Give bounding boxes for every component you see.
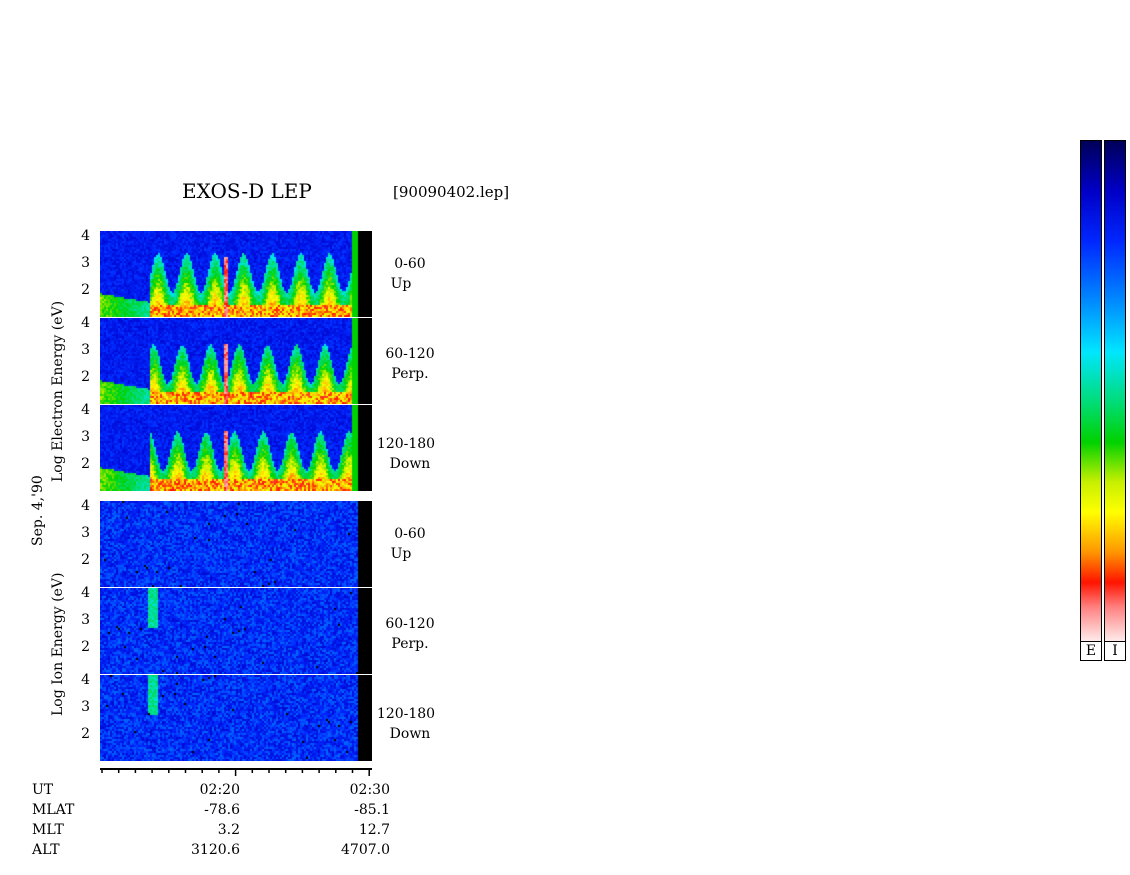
y-tick-label: 4 xyxy=(81,498,90,514)
ephemeris-name-mlt: MLT xyxy=(32,822,64,838)
ephemeris-value: 02:20 xyxy=(199,782,240,798)
y-tick-label: 4 xyxy=(81,585,90,601)
y-tick-label: 2 xyxy=(81,369,90,385)
ephemeris-name-ut: UT xyxy=(32,782,54,798)
ephemeris-value: 3120.6 xyxy=(191,842,240,858)
y-tick-label: 2 xyxy=(81,456,90,472)
panel-ion-perp xyxy=(100,588,372,674)
panel-dir-label: Down xyxy=(389,456,431,472)
y-tick-label: 3 xyxy=(81,342,90,358)
panel-ion-up xyxy=(100,501,372,587)
y-tick-label: 2 xyxy=(81,726,90,742)
colorbar-electron xyxy=(1080,140,1102,644)
ephemeris-value: 02:30 xyxy=(349,782,390,798)
panel-electron-up xyxy=(100,231,372,317)
panel-dir-label: Perp. xyxy=(391,636,429,652)
y-tick-label: 4 xyxy=(81,402,90,418)
panel-dir-label: Down xyxy=(389,726,431,742)
ephemeris-name-mlat: MLAT xyxy=(32,802,75,818)
colorbar-label-e: E xyxy=(1080,641,1102,661)
panel-range-label: 120-180 xyxy=(376,706,436,722)
y-tick-label: 3 xyxy=(81,429,90,445)
ephemeris-name-alt: ALT xyxy=(32,842,60,858)
panel-range-label: 0-60 xyxy=(394,256,426,272)
y-tick-label: 3 xyxy=(81,612,90,628)
panel-range-label: 0-60 xyxy=(394,526,426,542)
y-tick-label: 2 xyxy=(81,639,90,655)
panel-dir-label: Up xyxy=(390,276,412,292)
colorbar-ion xyxy=(1104,140,1126,644)
y-tick-label: 3 xyxy=(81,699,90,715)
y-tick-label: 4 xyxy=(81,315,90,331)
ephemeris-value: 3.2 xyxy=(217,822,240,838)
ephemeris-value: -85.1 xyxy=(354,802,390,818)
ephemeris-value: 4707.0 xyxy=(341,842,390,858)
ephemeris-value: 12.7 xyxy=(358,822,390,838)
panel-range-label: 60-120 xyxy=(385,616,435,632)
colorbar-label-i: I xyxy=(1104,641,1126,661)
file-name: [90090402.lep] xyxy=(393,183,510,201)
y-tick-label: 3 xyxy=(81,255,90,271)
panel-ion-down xyxy=(100,675,372,761)
panel-range-label: 120-180 xyxy=(376,436,436,452)
y-tick-label: 2 xyxy=(81,552,90,568)
y-tick-label: 2 xyxy=(81,282,90,298)
y-tick-label: 3 xyxy=(81,525,90,541)
ephemeris-value: -78.6 xyxy=(204,802,240,818)
panel-range-label: 60-120 xyxy=(385,346,435,362)
panel-electron-perp xyxy=(100,318,372,404)
panel-electron-down xyxy=(100,405,372,491)
panel-dir-label: Up xyxy=(390,546,412,562)
chart-title: EXOS-D LEP xyxy=(182,179,312,203)
panel-dir-label: Perp. xyxy=(391,366,429,382)
y-tick-label: 4 xyxy=(81,672,90,688)
y-tick-label: 4 xyxy=(81,228,90,244)
